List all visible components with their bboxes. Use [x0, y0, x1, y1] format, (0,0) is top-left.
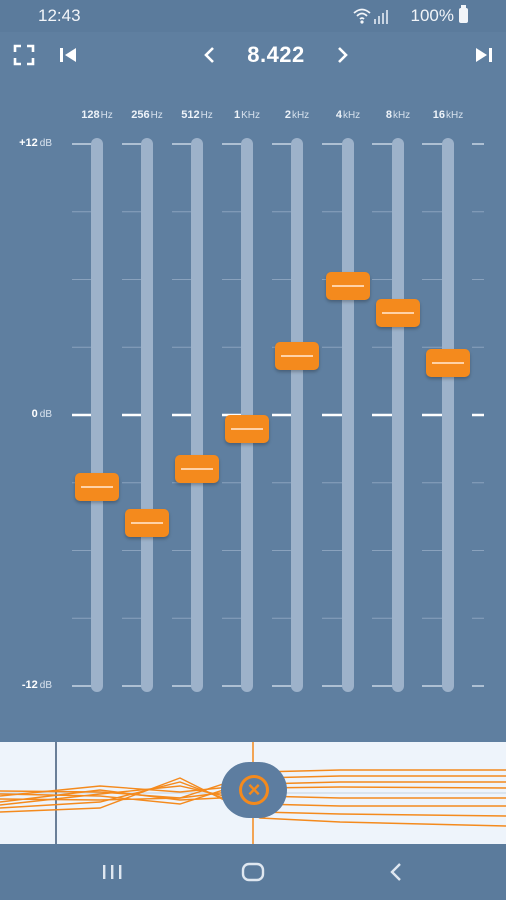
previous-preset-button[interactable]: [192, 32, 226, 78]
band-unit: Hz: [150, 110, 163, 121]
band-frequency: 512: [181, 109, 200, 121]
band-frequency-label: 8kHz: [386, 109, 410, 121]
preset-value: 8.422: [247, 42, 305, 67]
band-frequency-label: 2kHz: [285, 109, 309, 121]
toolbar: 8.422: [0, 32, 506, 82]
band-slider-thumb[interactable]: [225, 414, 269, 443]
band-slider-track[interactable]: [191, 138, 203, 692]
band-frequency-label: 256Hz: [131, 109, 163, 121]
db-value: +12: [19, 137, 38, 149]
db-scale-label: +12 dB: [19, 137, 52, 149]
previous-track-button[interactable]: [50, 32, 86, 78]
band-unit: kHz: [392, 110, 411, 121]
reset-eq-button[interactable]: ×: [221, 762, 287, 818]
home-icon: [241, 862, 265, 882]
band-unit: Hz: [100, 110, 113, 121]
band-slider-track[interactable]: [442, 138, 454, 692]
band-unit: kHz: [291, 110, 310, 121]
recent-apps-button[interactable]: [72, 844, 152, 900]
db-unit: dB: [39, 409, 52, 420]
db-unit: dB: [39, 680, 52, 691]
band-frequency: 4: [335, 109, 342, 121]
eq-curve-panel: ×: [0, 742, 506, 844]
wifi-signal-icons: [352, 7, 388, 30]
band-frequency-label: 16kHz: [433, 109, 463, 121]
band-slider-track[interactable]: [91, 138, 103, 692]
band-unit: kHz: [342, 110, 361, 121]
chevron-left-icon: [204, 47, 214, 63]
db-unit: dB: [39, 138, 52, 149]
system-nav-bar: [0, 844, 506, 900]
recent-apps-icon: [103, 865, 122, 879]
band-slider-thumb[interactable]: [125, 509, 169, 538]
back-icon: [390, 863, 401, 881]
next-track-button[interactable]: [466, 32, 502, 78]
band-frequency: 2: [284, 109, 291, 121]
close-circle-icon: ×: [239, 775, 269, 805]
band-unit: KHz: [241, 110, 261, 121]
back-button[interactable]: [356, 844, 436, 900]
band-slider-thumb[interactable]: [426, 349, 470, 378]
next-preset-button[interactable]: [326, 32, 360, 78]
band-slider-thumb[interactable]: [175, 455, 219, 484]
fullscreen-icon: [13, 44, 35, 66]
band-slider-thumb[interactable]: [326, 272, 370, 301]
band-frequency-label: 512Hz: [181, 109, 213, 121]
battery-icon: [459, 5, 468, 23]
fullscreen-button[interactable]: [4, 32, 44, 78]
chevron-right-icon: [338, 47, 348, 63]
band-slider-thumb[interactable]: [376, 299, 420, 328]
db-scale-label: 0 dB: [32, 408, 52, 420]
band-frequency-label: 4kHz: [336, 109, 360, 121]
battery-percent: 100%: [410, 6, 454, 25]
equalizer: +12 dB 0 dB -12 dB 128Hz 256Hz 512Hz 1KHz 2kHz 4kHz…: [0, 82, 506, 742]
status-bar: 12:43 100%: [0, 0, 506, 32]
band-frequency: 128: [81, 109, 100, 121]
status-time: 12:43: [38, 6, 81, 25]
band-slider-thumb[interactable]: [75, 473, 119, 502]
band-frequency: 1: [233, 109, 241, 121]
band-slider-thumb[interactable]: [275, 342, 319, 371]
band-slider-track[interactable]: [342, 138, 354, 692]
equalizer-grid: [62, 143, 484, 687]
db-scale-label: -12 dB: [22, 679, 52, 691]
band-unit: Hz: [200, 110, 213, 121]
skip-next-icon: [476, 48, 492, 62]
db-value: -12: [21, 679, 38, 691]
band-frequency: 256: [131, 109, 150, 121]
band-slider-track[interactable]: [392, 138, 404, 692]
band-frequency: 8: [385, 109, 392, 121]
band-frequency: 16: [432, 109, 446, 121]
band-frequency-label: 128Hz: [81, 109, 113, 121]
band-frequency-label: 1KHz: [234, 109, 260, 121]
db-value: 0: [31, 408, 38, 420]
skip-previous-icon: [60, 48, 76, 62]
home-button[interactable]: [213, 844, 293, 900]
band-slider-track[interactable]: [291, 138, 303, 692]
band-slider-track[interactable]: [141, 138, 153, 692]
band-unit: kHz: [446, 110, 464, 121]
